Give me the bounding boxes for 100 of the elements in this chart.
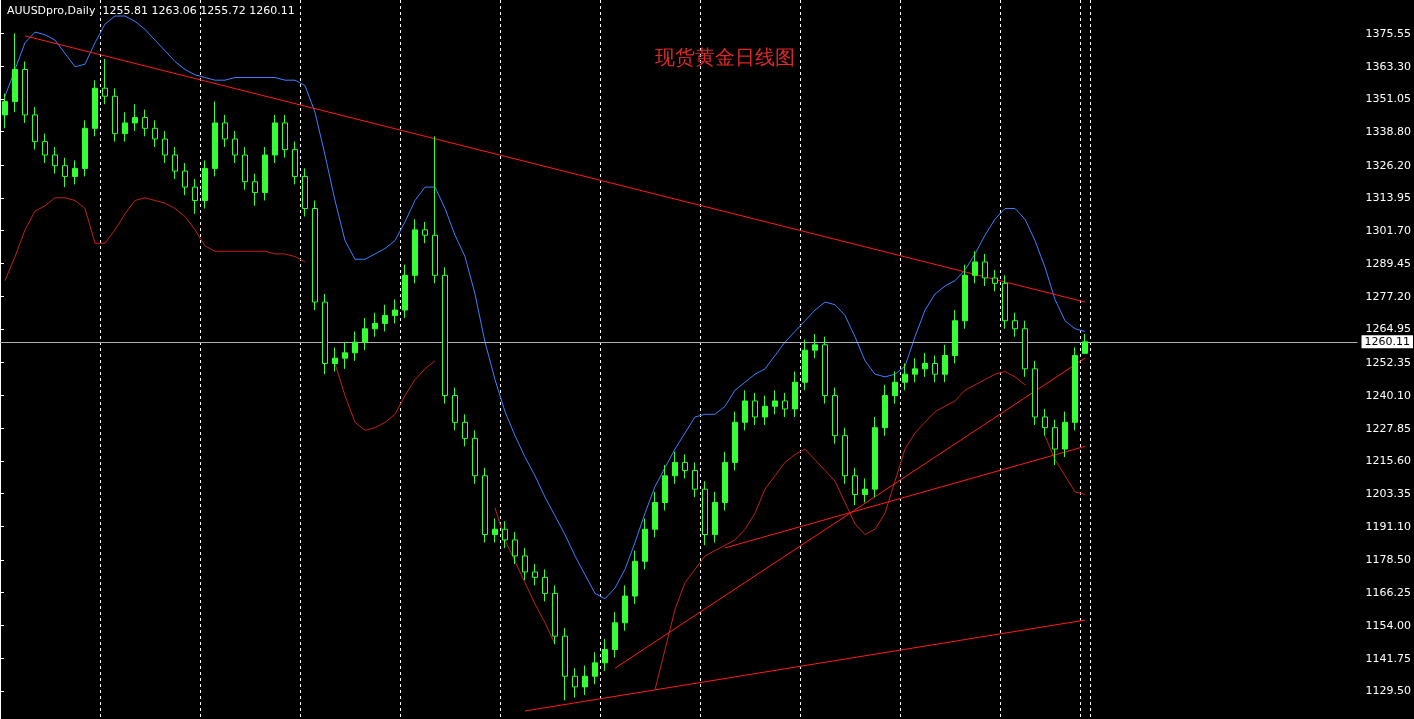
candlestick <box>112 87 118 143</box>
candlestick <box>502 520 508 549</box>
candlestick <box>402 264 408 319</box>
candlestick <box>142 109 148 137</box>
candlestick <box>962 264 968 330</box>
candlestick <box>1022 320 1028 378</box>
candlestick <box>572 667 578 699</box>
candlestick <box>22 60 28 124</box>
candlestick <box>352 330 358 362</box>
candlestick <box>832 387 838 445</box>
text: 现货黄金日线图 <box>655 45 795 69</box>
candlestick <box>12 32 18 113</box>
y-tick-label: 1338.80 <box>1365 125 1412 138</box>
candlestick <box>102 58 108 105</box>
candlestick <box>392 298 398 324</box>
candlestick <box>1012 312 1018 338</box>
y-tick-label: 1301.70 <box>1365 224 1412 238</box>
candlestick <box>642 518 648 570</box>
candlestick <box>842 427 848 485</box>
candlestick <box>782 392 788 418</box>
candlestick <box>42 133 48 164</box>
ref-line-label: 1260.11 <box>1364 335 1411 349</box>
candlestick <box>62 157 68 188</box>
candlestick <box>82 119 88 177</box>
candlestick <box>652 491 658 538</box>
candlestick <box>552 584 558 645</box>
y-tick-label: 1141.75 <box>1365 651 1412 665</box>
candlestick <box>382 304 388 332</box>
candlestick <box>362 317 368 351</box>
candlestick <box>252 173 258 207</box>
candlestick <box>982 253 988 287</box>
candlestick <box>162 130 168 164</box>
candlestick <box>332 346 338 373</box>
candlestick <box>852 467 858 506</box>
candlestick <box>772 389 778 415</box>
candlestick <box>682 453 688 479</box>
candlestick <box>202 159 208 209</box>
candlestick <box>462 413 468 447</box>
chart-subtitle: AUUSDpro,Daily 1255.81 1263.06 1255.72 1260.11 <box>7 4 295 17</box>
candlestick <box>1002 274 1008 330</box>
y-tick-label: 1351.05 <box>1365 92 1412 106</box>
candlestick <box>692 461 698 498</box>
candlestick <box>922 352 928 378</box>
candlestick <box>812 333 818 359</box>
y-tick-label: 1289.45 <box>1365 256 1412 270</box>
y-tick-label: 1227.85 <box>1365 421 1412 435</box>
y-tick-label: 1215.60 <box>1365 454 1412 468</box>
candlestick <box>742 389 748 431</box>
candlestick <box>172 146 178 180</box>
candlestick <box>1052 419 1058 466</box>
candlestick <box>492 518 498 544</box>
candlestick <box>302 167 308 217</box>
candlestick <box>32 106 38 151</box>
candlestick <box>412 218 418 284</box>
candlestick <box>182 162 188 196</box>
candlestick <box>672 451 678 485</box>
y-tick-label: 1264.95 <box>1365 322 1412 336</box>
candlestick <box>232 130 238 164</box>
candlestick <box>522 547 528 581</box>
candlestick <box>762 395 768 426</box>
candlestick <box>532 563 538 586</box>
candlestick <box>822 336 828 405</box>
candlestick <box>212 101 218 177</box>
candlestick <box>122 111 128 143</box>
y-tick-label: 1252.35 <box>1365 356 1412 370</box>
candlestick <box>662 464 668 512</box>
candlestick <box>622 584 628 632</box>
candlestick <box>72 159 78 185</box>
y-tick-label: 1154.00 <box>1365 618 1412 632</box>
y-tick-label: 1313.95 <box>1365 191 1412 205</box>
candlestick <box>792 371 798 418</box>
candlestick <box>342 341 348 370</box>
candlestick <box>802 338 808 391</box>
candlestick <box>562 627 568 701</box>
candlestick <box>292 141 298 185</box>
candlestick <box>592 651 598 685</box>
candlestick <box>92 79 98 137</box>
y-tick-label: 1375.55 <box>1365 26 1412 40</box>
candlestick <box>1062 411 1068 458</box>
candlestick <box>422 221 428 244</box>
y-tick-label: 1191.10 <box>1365 519 1412 533</box>
candlestick <box>242 146 248 191</box>
y-tick-label: 1203.35 <box>1365 487 1412 501</box>
candlestick <box>862 477 868 503</box>
candlestick <box>452 387 458 431</box>
candlestick <box>712 491 718 544</box>
candlestick <box>952 309 958 365</box>
candlestick <box>932 354 938 383</box>
candlestick <box>52 146 58 175</box>
candlestick <box>472 429 478 485</box>
candlestick <box>192 178 198 215</box>
candlestick <box>882 384 888 437</box>
candlestick <box>902 363 908 391</box>
candlestick <box>1072 346 1078 431</box>
candlestick <box>432 135 438 284</box>
candlestick <box>152 119 158 148</box>
candlestick <box>702 480 708 546</box>
candlestick <box>1042 408 1048 437</box>
candlestick <box>972 250 978 284</box>
candlestick <box>722 451 728 512</box>
